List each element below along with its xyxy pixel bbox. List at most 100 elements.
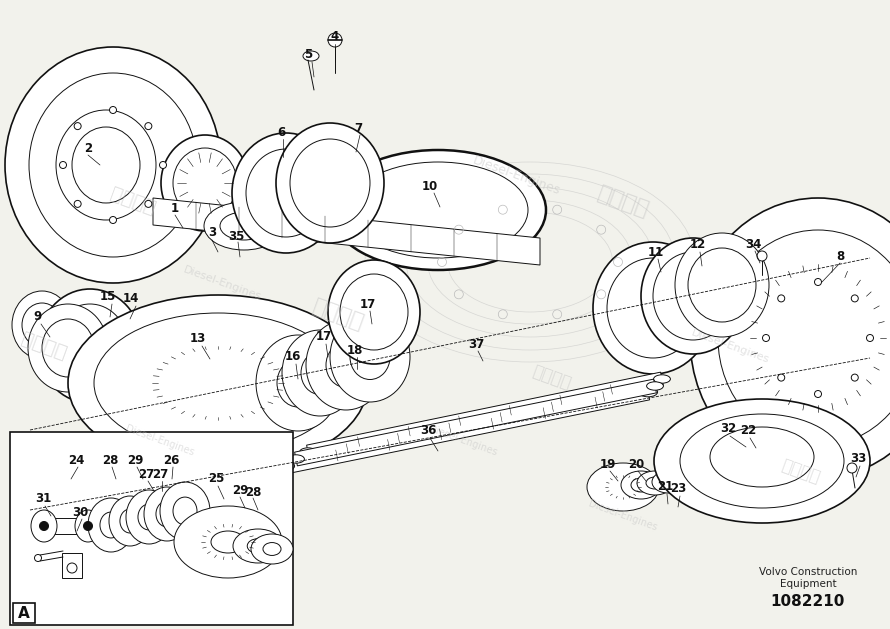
Polygon shape xyxy=(153,198,540,265)
Text: 19: 19 xyxy=(600,457,616,470)
Circle shape xyxy=(867,335,873,342)
Ellipse shape xyxy=(120,509,140,533)
Ellipse shape xyxy=(100,512,122,538)
Ellipse shape xyxy=(282,330,358,416)
Ellipse shape xyxy=(328,260,420,364)
Ellipse shape xyxy=(28,304,108,392)
Text: 27: 27 xyxy=(152,467,168,481)
Ellipse shape xyxy=(246,149,326,237)
Ellipse shape xyxy=(646,477,664,489)
Ellipse shape xyxy=(276,123,384,243)
Text: 7: 7 xyxy=(354,121,362,135)
Ellipse shape xyxy=(247,538,269,554)
Polygon shape xyxy=(283,384,650,474)
Text: 25: 25 xyxy=(207,472,224,486)
Circle shape xyxy=(109,106,117,113)
Text: 8: 8 xyxy=(836,250,844,262)
Text: 11: 11 xyxy=(648,245,664,259)
Text: 17: 17 xyxy=(360,298,376,311)
Ellipse shape xyxy=(22,303,62,347)
Circle shape xyxy=(67,563,77,573)
Circle shape xyxy=(778,295,785,302)
Ellipse shape xyxy=(303,51,319,61)
Text: Volvo Construction: Volvo Construction xyxy=(759,567,857,577)
Text: 2: 2 xyxy=(84,142,92,155)
Text: 21: 21 xyxy=(657,481,673,494)
Ellipse shape xyxy=(263,543,281,555)
Ellipse shape xyxy=(31,510,57,542)
Ellipse shape xyxy=(680,414,844,508)
Text: 10: 10 xyxy=(422,179,438,192)
Polygon shape xyxy=(306,372,663,459)
Text: 18: 18 xyxy=(347,345,363,357)
Circle shape xyxy=(778,374,785,381)
Text: 紫发动力: 紫发动力 xyxy=(779,457,823,487)
Text: 20: 20 xyxy=(627,457,644,470)
Ellipse shape xyxy=(38,289,142,403)
Ellipse shape xyxy=(211,531,245,553)
Ellipse shape xyxy=(72,127,140,203)
Text: A: A xyxy=(18,606,30,620)
Ellipse shape xyxy=(52,304,128,388)
Ellipse shape xyxy=(290,139,370,227)
Ellipse shape xyxy=(287,455,304,463)
Ellipse shape xyxy=(654,399,870,523)
Text: 17: 17 xyxy=(316,330,332,343)
Ellipse shape xyxy=(174,506,282,578)
Ellipse shape xyxy=(631,478,651,492)
Text: 31: 31 xyxy=(35,493,51,506)
Ellipse shape xyxy=(232,133,340,253)
Ellipse shape xyxy=(251,534,293,564)
Text: 15: 15 xyxy=(100,291,117,304)
Ellipse shape xyxy=(88,498,134,552)
Text: 14: 14 xyxy=(123,292,139,306)
Text: 24: 24 xyxy=(68,455,85,467)
Ellipse shape xyxy=(173,148,237,218)
Ellipse shape xyxy=(126,490,172,544)
Text: 34: 34 xyxy=(745,238,761,250)
Text: 紫发动力: 紫发动力 xyxy=(595,183,651,220)
Ellipse shape xyxy=(173,497,197,525)
Circle shape xyxy=(763,335,770,342)
Ellipse shape xyxy=(652,471,684,493)
Ellipse shape xyxy=(29,73,197,257)
Text: 22: 22 xyxy=(740,425,756,438)
Text: 28: 28 xyxy=(245,486,261,499)
Text: 36: 36 xyxy=(420,425,436,438)
Circle shape xyxy=(74,201,81,208)
Text: 30: 30 xyxy=(72,506,88,518)
Text: 1082210: 1082210 xyxy=(771,594,846,610)
Ellipse shape xyxy=(42,319,94,377)
Ellipse shape xyxy=(156,501,178,527)
Ellipse shape xyxy=(144,487,190,541)
Ellipse shape xyxy=(350,335,390,379)
Circle shape xyxy=(74,123,81,130)
Ellipse shape xyxy=(300,448,317,456)
Ellipse shape xyxy=(653,252,733,340)
Ellipse shape xyxy=(138,504,160,530)
Text: 37: 37 xyxy=(468,338,484,350)
Ellipse shape xyxy=(607,258,699,358)
Text: 3: 3 xyxy=(208,226,216,238)
Ellipse shape xyxy=(233,529,283,563)
Text: 29: 29 xyxy=(126,455,143,467)
Ellipse shape xyxy=(12,291,72,359)
Text: 9: 9 xyxy=(33,311,41,323)
Text: 紫发动力: 紫发动力 xyxy=(310,296,367,333)
Ellipse shape xyxy=(256,335,340,431)
Circle shape xyxy=(328,33,342,47)
Ellipse shape xyxy=(326,343,366,387)
Text: 12: 12 xyxy=(690,238,706,252)
Ellipse shape xyxy=(653,375,670,383)
Ellipse shape xyxy=(275,461,295,470)
Circle shape xyxy=(39,521,48,530)
Text: 32: 32 xyxy=(720,423,736,435)
Ellipse shape xyxy=(204,202,284,250)
Ellipse shape xyxy=(621,471,661,499)
Text: Equipment: Equipment xyxy=(780,579,837,589)
Ellipse shape xyxy=(330,150,546,270)
Ellipse shape xyxy=(340,274,408,350)
Circle shape xyxy=(84,521,93,530)
Ellipse shape xyxy=(75,510,101,542)
Text: 紫发动力: 紫发动力 xyxy=(20,329,69,363)
